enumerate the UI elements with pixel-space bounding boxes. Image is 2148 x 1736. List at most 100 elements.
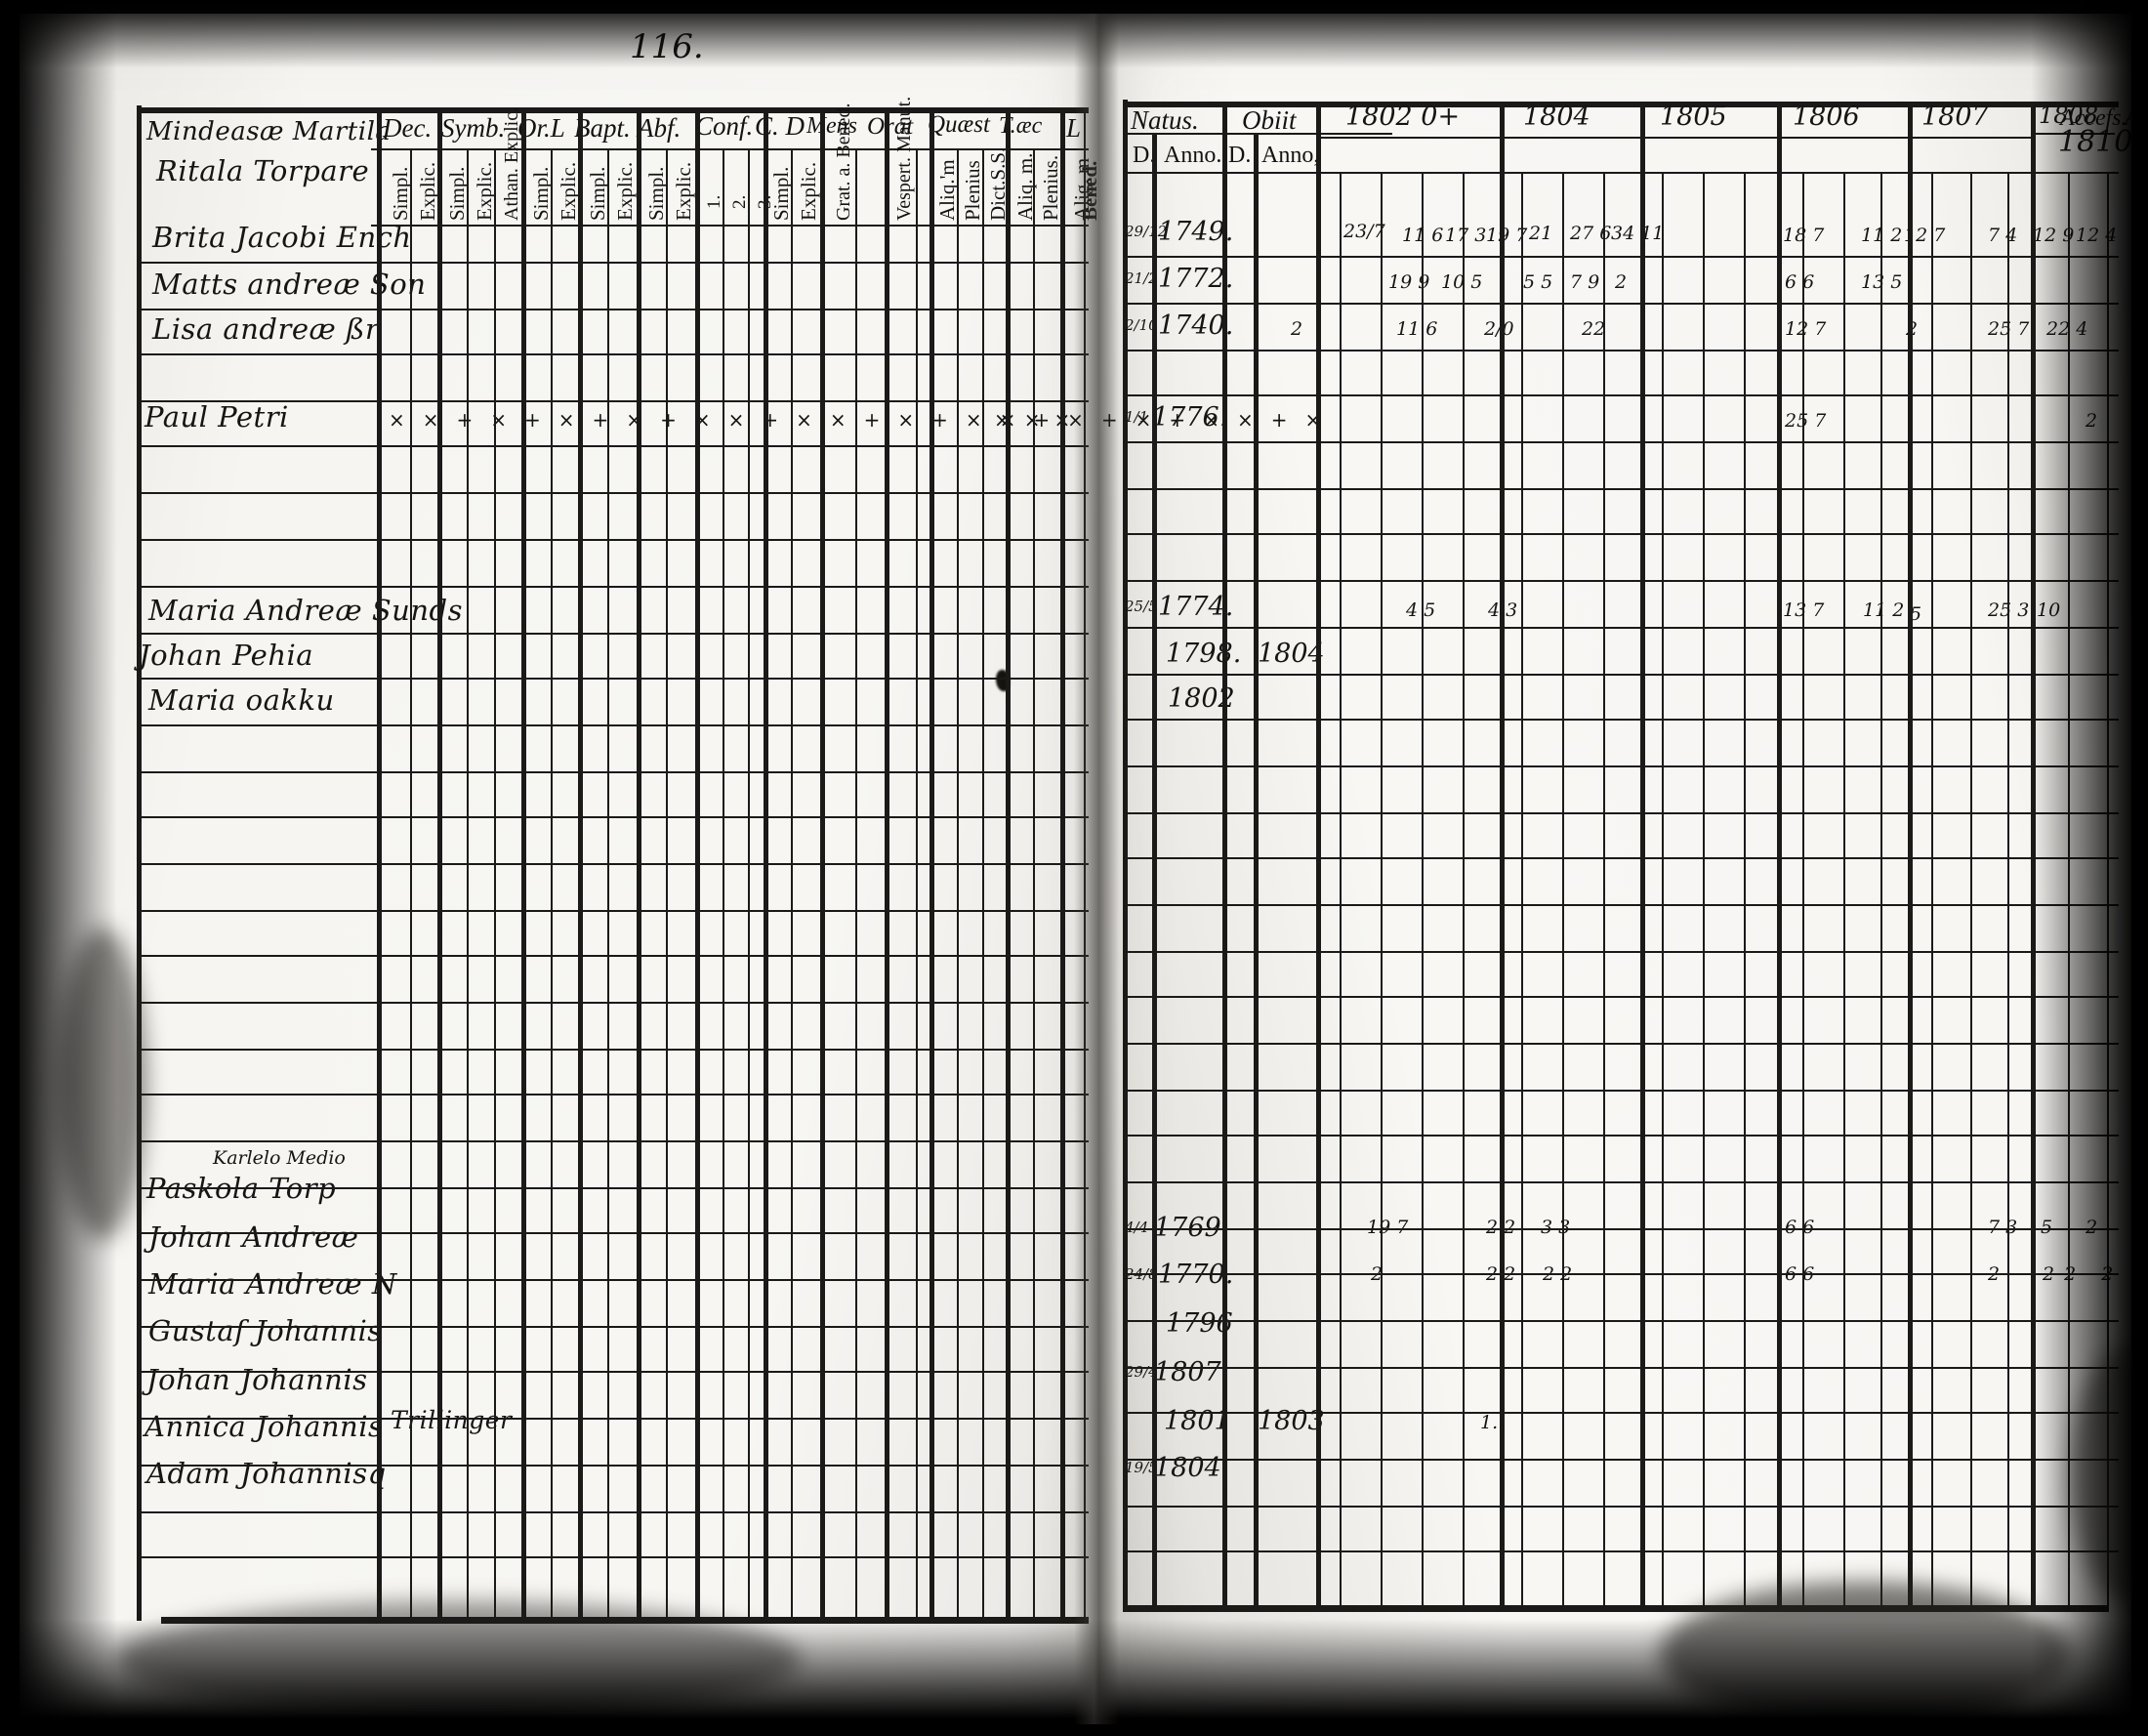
obiit-year-12: 1803 — [1258, 1406, 1325, 1436]
rtable-bottom-rule — [1123, 1605, 2109, 1612]
mark-r3-c9: 12 7 — [1785, 318, 1827, 340]
right-page-paper — [1098, 14, 2131, 1724]
vrule-l13 — [748, 148, 750, 1621]
rvrule-17 — [1777, 103, 1782, 1609]
hrule-15 — [137, 910, 1089, 912]
mark-r5-c11: 11 2 — [1863, 599, 1905, 621]
hrule-10 — [137, 678, 1089, 680]
colgroup-label-dec: Dec. — [383, 113, 433, 143]
hrule-20 — [137, 1140, 1089, 1142]
rvrule-20 — [1880, 174, 1882, 1607]
year-header-1806: 1806 — [1793, 102, 1860, 132]
mark-r5-c12: 5 — [1910, 603, 1922, 625]
subcol-taec-plenius: Plenius. — [1039, 154, 1062, 221]
subcol-cd-explic: Explic. — [797, 161, 820, 221]
subcol-quaest-plenius: Plenius — [961, 160, 984, 221]
vrule-l22 — [982, 148, 984, 1621]
mark-r2-c4: 5 5 — [1523, 271, 1553, 293]
mark-r1-c4: 19 7 — [1486, 225, 1528, 246]
natus-year-3: 1740. — [1158, 310, 1234, 341]
mark-r8-c14: 5 2 3 4 — [2041, 1217, 2148, 1238]
subcol-mens-grat: Grat. a. Bened. — [833, 103, 854, 221]
subcol-bapt-explic: Explic. — [613, 161, 637, 221]
rhrule-8 — [1123, 580, 2119, 582]
rvrule-25 — [2031, 103, 2036, 1609]
natus-year-12: 1801 — [1164, 1406, 1231, 1436]
natus-year-4: 1776. — [1152, 402, 1228, 433]
year-header-1804: 1804 — [1523, 102, 1590, 132]
natus-day-4: 1/1 — [1125, 408, 1149, 426]
row-squiggle-8: 〰〰〰〰〰〰〰〰〰〰〰〰〰〰〰〰〰〰〰〰〰〰〰〰〰〰〰〰〰〰〰〰〰〰 — [383, 1248, 1056, 1258]
rhrule-15 — [1123, 904, 2119, 906]
header-overwrite-1810: 1810 — [2058, 125, 2133, 159]
vrule-l3 — [467, 148, 469, 1621]
hrule-11 — [137, 724, 1089, 726]
person-name-3: Lisa andreæ ßr — [152, 312, 380, 346]
vrule-l19 — [916, 148, 918, 1621]
rsubcol-natus-anno: Anno. — [1164, 143, 1222, 168]
person-name-12: Annica Johannis — [145, 1410, 384, 1443]
hrule-3 — [137, 353, 1089, 355]
person-name-1: Brita Jacobi Ench — [152, 221, 412, 254]
hrule-25 — [137, 1371, 1089, 1373]
row-squiggle-5: 〰〰〰〰〰〰〰〰〰〰〰〰〰〰〰〰〰〰〰〰〰〰〰〰〰〰〰〰〰〰〰〰〰〰 — [383, 621, 1056, 631]
person-name-8: Johan Andreæ — [148, 1220, 359, 1254]
rsubcol-obiit-anno: Anno, — [1261, 143, 1320, 168]
subcol-symb-explic: Explic. — [473, 161, 496, 221]
person-name-7: Maria oakku — [148, 683, 335, 717]
row-squiggle-3: 〰〰〰〰〰〰〰〰〰〰〰〰〰〰〰〰〰〰〰〰〰〰〰〰〰〰〰〰〰〰〰〰〰〰 — [383, 340, 1056, 350]
mark-r8-c4: 3 3 — [1541, 1217, 1571, 1238]
mark-r5-c14: 10 — [2037, 599, 2061, 621]
vrule-l15 — [791, 148, 793, 1621]
person-name-4: Paul Petri — [145, 400, 289, 434]
rvrule-15 — [1703, 174, 1705, 1607]
subcol-orl-simpl: Simpl. — [529, 166, 553, 221]
natus-year-1: 1749. — [1158, 217, 1234, 247]
rvrule-12 — [1603, 174, 1605, 1607]
year-header-1802: 1802 0+ — [1345, 102, 1461, 132]
mark-r3-c4: 2/0 — [1484, 318, 1514, 340]
year-header-1805: 1805 — [1660, 102, 1727, 132]
natus-year-2: 1772. — [1158, 264, 1234, 294]
y1805-underline — [1644, 137, 1777, 139]
rsubheader-rule — [1123, 172, 2119, 174]
natus-year-10: 1796 — [1166, 1308, 1233, 1339]
page-number: 116. — [630, 27, 704, 66]
rtable-top-rule — [1123, 102, 2119, 107]
rhrule-3 — [1123, 350, 2119, 351]
hrule-1 — [137, 262, 1089, 264]
subcol-symb-simpl: Simpl. — [445, 166, 469, 221]
natus-day-3: 2/10 — [1125, 316, 1158, 334]
rhrule-2 — [1123, 303, 2119, 305]
mark-r8-c1: 19 7 — [1367, 1217, 1409, 1238]
rvrule-26 — [2068, 174, 2070, 1607]
mark-r2-c1: 19 9 — [1388, 271, 1430, 293]
rhrule-18 — [1123, 1043, 2119, 1045]
rcolgroup-label-obiit: Obiit — [1242, 105, 1297, 135]
obiit-mark-12: 1. — [1480, 1412, 1499, 1433]
table-top-rule — [137, 107, 1089, 113]
rvrule-1 — [1152, 133, 1157, 1609]
vrule-l23 — [1006, 109, 1011, 1621]
vrule-l12 — [723, 148, 724, 1621]
y1807-underline — [1912, 137, 2031, 139]
rvrule-14 — [1662, 174, 1664, 1607]
mark-r4-c9: 25 7 — [1785, 410, 1827, 432]
rhrule-7 — [1123, 533, 2119, 535]
rvrule-18 — [1802, 174, 1804, 1607]
header-divider-rule — [371, 148, 1089, 150]
left-page-paper — [20, 14, 1103, 1724]
hrule-17 — [137, 1002, 1089, 1004]
vrule-l21 — [957, 148, 959, 1621]
hrule-13 — [137, 816, 1089, 818]
hrule-12 — [137, 771, 1089, 773]
colgroup-label-mens: Mens — [806, 113, 857, 139]
natus-year-8: 1769. — [1154, 1213, 1230, 1243]
name-heading-line-2: Ritala Torpare — [156, 154, 370, 187]
vrule-l9 — [637, 109, 641, 1621]
y1804-underline — [1504, 137, 1640, 139]
person-name-9: Maria Andreæ N — [148, 1267, 397, 1301]
subheader-bottom-rule — [371, 225, 1089, 227]
rvrule-23 — [1970, 174, 1972, 1607]
mark-r2-c2: 10 5 — [1441, 271, 1483, 293]
